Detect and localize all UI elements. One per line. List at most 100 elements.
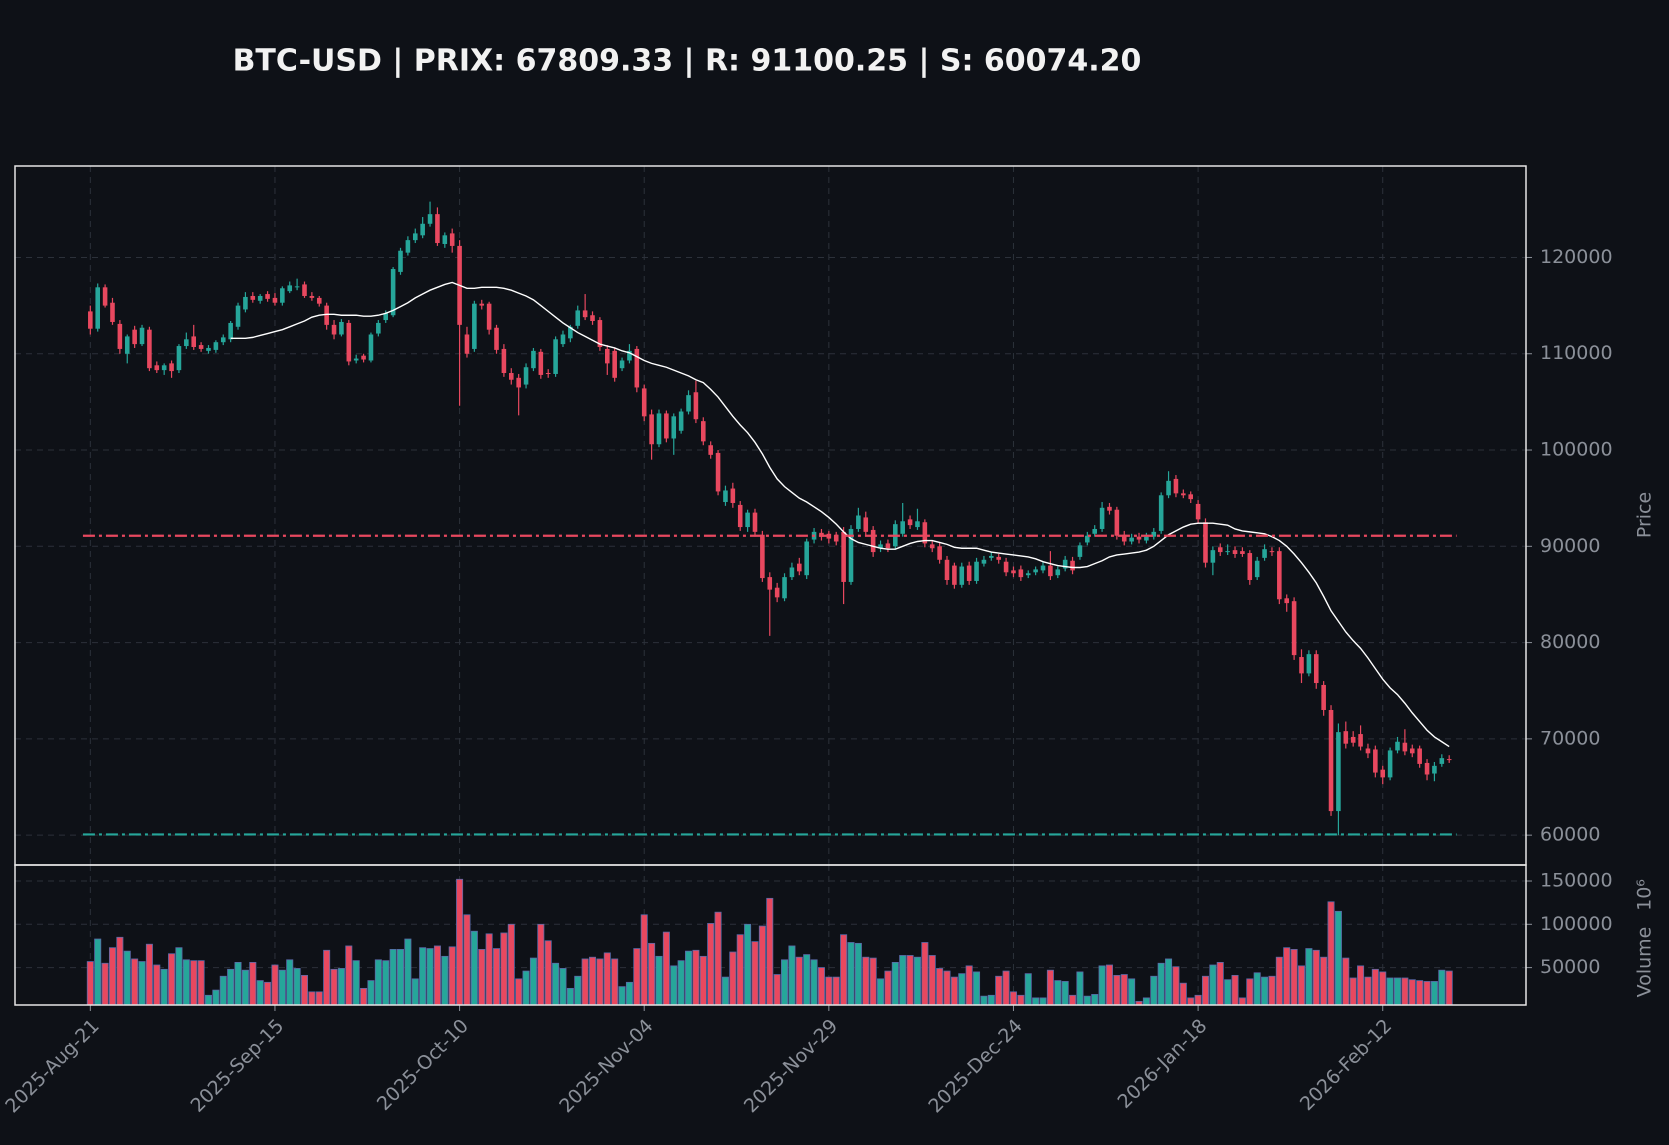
volume-bar [1416,980,1424,1006]
candle-body [1188,494,1194,500]
candle-body [848,528,854,582]
candle-body [383,313,389,321]
candle-body [1033,569,1038,573]
volume-bar [1371,968,1379,1006]
candle-body [1409,748,1415,754]
volume-bar [1401,977,1409,1006]
volume-bar [685,950,693,1006]
volume-bar [736,934,744,1006]
candle-body [1336,732,1341,812]
candle-body [376,322,381,334]
volume-bar [227,968,235,1006]
candle-body [435,214,440,244]
candle-body [686,395,691,412]
candle-body [339,321,344,335]
volume-bar [788,945,796,1006]
volume-bar [367,980,375,1006]
volume-bar [300,974,308,1006]
volume-bar [662,931,670,1006]
candle-body [1306,654,1312,674]
volume-bar [1179,982,1187,1006]
volume-bar [537,923,545,1006]
volume-bar [854,942,862,1006]
chart-title: BTC-USD | PRIX: 67809.33 | R: 91100.25 |… [233,44,1142,79]
candle-body [390,269,396,316]
candle-body [368,334,374,361]
candle-body [1299,657,1304,674]
volume-bar [433,945,441,1006]
volume-bar [899,955,907,1006]
candle-body [922,522,928,544]
volume-bar [943,970,951,1006]
candle-body [944,559,950,581]
volume-bar [374,959,382,1006]
volume-bar [633,948,641,1006]
candle-body [494,327,499,350]
volume-bar [241,969,249,1006]
volume-bar [906,955,914,1006]
candle-body [915,521,920,528]
candle-body [708,445,713,455]
volume-bar [810,959,818,1006]
candle-body [124,336,130,354]
volume-bar [1098,965,1106,1006]
volume-bar [278,969,286,1006]
volume-bar [618,986,626,1006]
volume-bar [153,964,161,1006]
candle-body [656,413,662,445]
volume-bar [441,955,449,1006]
y-tick-label: 100000 [1540,439,1613,461]
candle-body [568,326,573,339]
volume-bar [987,994,995,1006]
volume-bar [891,962,899,1006]
candle-body [206,347,211,351]
candle-body [280,288,285,303]
volume-bar [1275,956,1283,1006]
candle-body [184,339,189,347]
candle-body [604,348,610,364]
volume-bar [758,925,766,1006]
candle-body [353,358,359,361]
candle-body [597,320,603,348]
candle-body [1099,507,1105,529]
volume-bar [190,960,198,1006]
volume-bar [1076,971,1084,1006]
candle-body [117,323,123,349]
candle-body [774,587,780,598]
volume-bar [1430,981,1438,1006]
volume-bar [330,968,338,1006]
volume-bar [589,956,597,1006]
candle-body [228,322,233,340]
candle-body [1181,493,1186,496]
candle-body [1373,749,1378,773]
candle-body [501,348,507,374]
volume-bar [1386,977,1394,1006]
candle-body [302,284,307,296]
candle-body [235,305,241,327]
candle-body [1395,741,1400,751]
candle-body [1129,537,1134,542]
candle-body [900,521,905,534]
candle-body [1158,495,1164,531]
candle-body [1092,528,1097,534]
candle-body [841,531,846,582]
candle-body [316,297,322,304]
volume-bar [1165,958,1173,1006]
candle-body [398,250,403,272]
volume-bar [1009,991,1017,1006]
volume-bar [1105,964,1113,1006]
candle-body [420,223,425,236]
candle-body [102,287,108,306]
volume-bar [1246,978,1254,1006]
volume-bar [197,960,205,1006]
candle-body [782,577,787,599]
volume-bar [138,961,146,1006]
candle-body [641,388,647,417]
volume-bar [1364,976,1372,1006]
candle-body [966,565,972,581]
candle-body [671,416,677,439]
volume-bar [1423,981,1431,1006]
candle-body [649,414,654,445]
volume-bar [1172,966,1180,1006]
candle-body [1439,758,1445,764]
